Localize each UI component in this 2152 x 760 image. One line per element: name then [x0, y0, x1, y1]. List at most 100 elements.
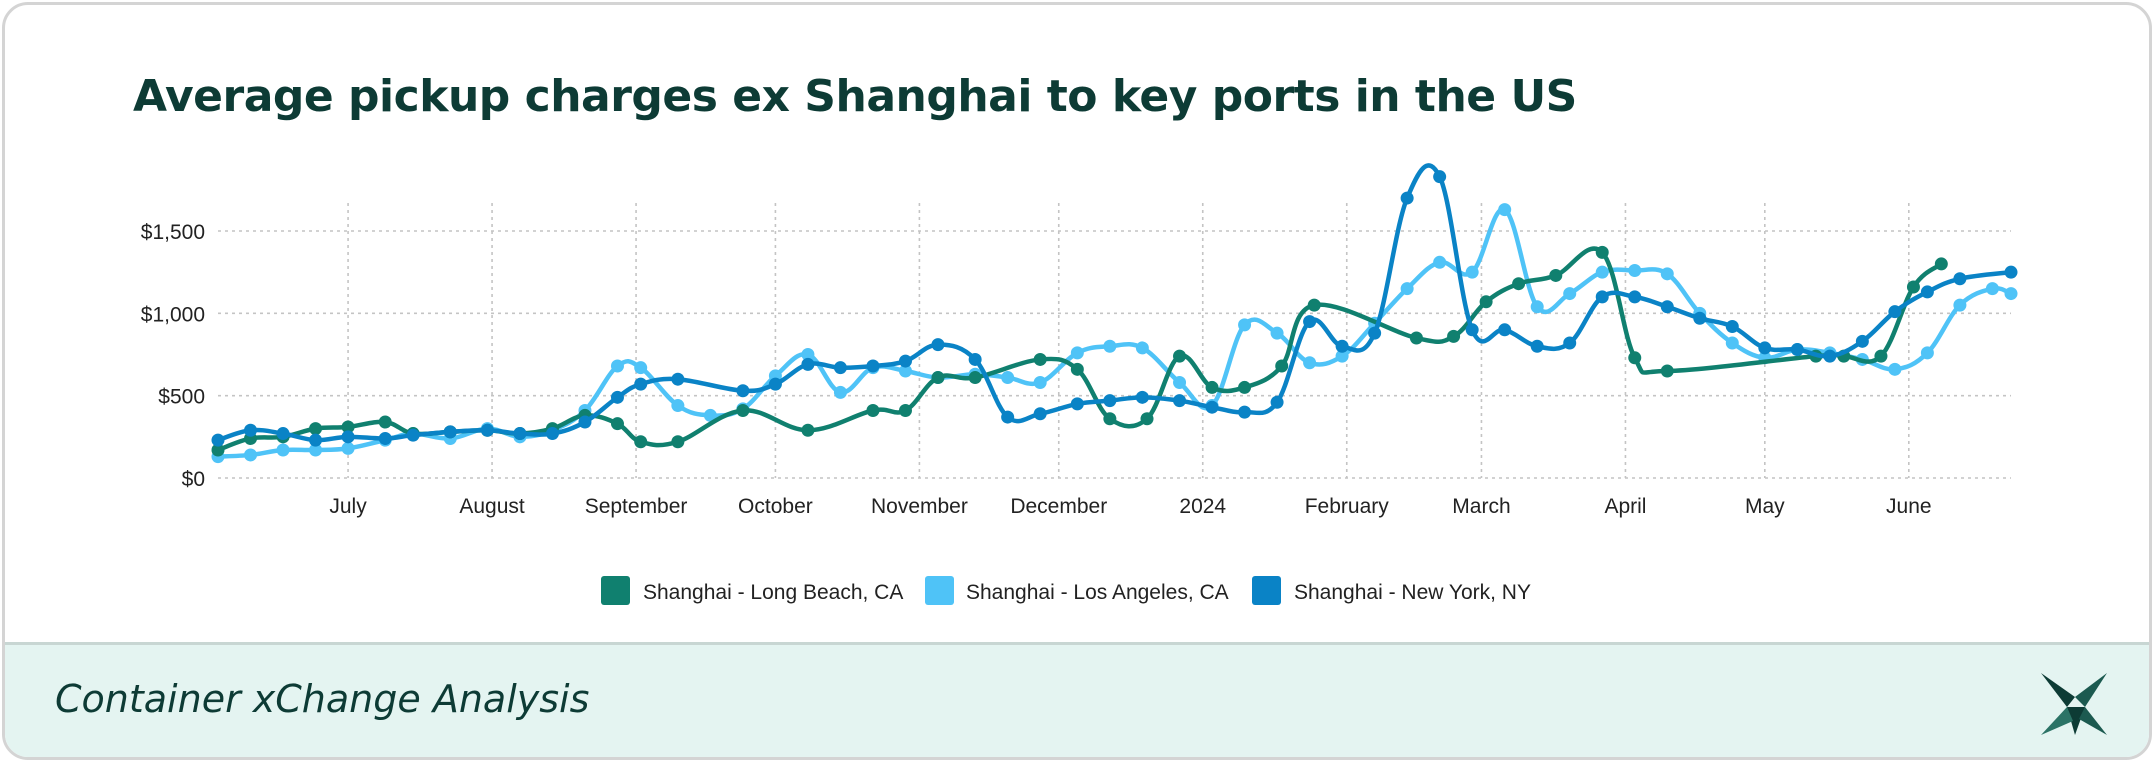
data-point	[736, 384, 750, 398]
data-point	[1595, 245, 1609, 259]
data-point	[1409, 331, 1423, 345]
data-point	[1855, 334, 1869, 348]
data-point	[276, 427, 290, 441]
x-tick-label: April	[1604, 495, 1646, 518]
data-point	[1790, 343, 1804, 357]
data-point	[671, 372, 685, 386]
data-point	[1725, 336, 1739, 350]
y-tick-label: $1,000	[141, 303, 205, 326]
data-point	[1628, 264, 1642, 278]
data-point	[931, 338, 945, 352]
data-point	[1465, 323, 1479, 337]
data-point	[801, 348, 815, 361]
data-point	[1479, 295, 1493, 309]
data-point	[1173, 394, 1187, 408]
data-point	[480, 423, 494, 437]
chart-title: Average pickup charges ex Shanghai to ke…	[133, 71, 1577, 122]
data-point	[1135, 341, 1149, 355]
data-point	[1140, 412, 1154, 426]
data-point	[1498, 203, 1512, 217]
data-point	[341, 441, 355, 455]
data-point	[1920, 346, 1934, 360]
legend-label: Shanghai - Long Beach, CA	[643, 581, 903, 604]
data-point	[1498, 323, 1512, 337]
data-point	[1953, 272, 1967, 286]
data-point	[1238, 380, 1252, 394]
data-point	[2004, 287, 2018, 301]
data-point	[309, 433, 323, 447]
data-point	[1173, 349, 1187, 363]
data-point	[768, 377, 782, 391]
data-point	[801, 423, 815, 437]
footer-caption: Container xChange Analysis	[55, 677, 590, 721]
legend-swatch	[1252, 576, 1281, 605]
line-chart: $0 $500 $1,000 $1,500 July August September Oct…	[141, 163, 2018, 605]
data-point	[968, 352, 982, 366]
data-point	[1103, 339, 1117, 353]
data-point	[1335, 349, 1349, 363]
x-tick-label: August	[459, 495, 525, 518]
x-tick-label: October	[738, 495, 813, 518]
data-point	[309, 443, 323, 457]
data-point	[1103, 412, 1117, 426]
data-point	[1001, 410, 1015, 424]
data-point	[1238, 405, 1252, 419]
x-tick-label: September	[585, 495, 688, 518]
data-point	[513, 427, 527, 441]
data-point	[1275, 359, 1289, 373]
data-point	[1563, 336, 1577, 350]
data-point	[1070, 362, 1084, 376]
data-point	[2004, 265, 2018, 279]
data-point	[378, 415, 392, 429]
data-point	[1465, 265, 1479, 279]
data-point	[1595, 290, 1609, 304]
data-point	[1595, 265, 1609, 279]
data-point	[833, 361, 847, 375]
data-point	[1368, 326, 1382, 340]
x-tick-label: November	[871, 495, 968, 518]
data-point	[1823, 349, 1837, 363]
data-point	[1447, 329, 1461, 343]
data-point	[1238, 318, 1252, 332]
legend-label: Shanghai - New York, NY	[1294, 581, 1531, 604]
data-point	[1693, 311, 1707, 325]
data-point	[276, 443, 290, 457]
data-point	[898, 354, 912, 368]
legend-label: Shanghai - Los Angeles, CA	[966, 581, 1229, 604]
data-point	[1512, 277, 1526, 291]
data-point	[1660, 364, 1674, 378]
data-point	[1303, 315, 1317, 329]
x-tick-label: July	[329, 495, 367, 518]
y-tick-label: $500	[158, 386, 205, 409]
data-point	[634, 377, 648, 391]
data-point	[1205, 380, 1219, 394]
data-point	[931, 371, 945, 385]
data-point	[801, 357, 815, 371]
data-point	[1001, 371, 1015, 385]
data-point	[1953, 298, 1967, 312]
data-point	[1985, 282, 1999, 296]
data-point	[1530, 300, 1544, 314]
data-point	[1888, 362, 1902, 376]
x-tick-label: June	[1886, 495, 1932, 518]
data-point	[1725, 320, 1739, 334]
data-point	[1307, 298, 1321, 312]
data-point	[309, 422, 323, 436]
data-point	[1530, 339, 1544, 353]
data-point	[1934, 257, 1948, 271]
y-tick-label: $0	[182, 468, 205, 491]
data-point	[968, 371, 982, 385]
data-point	[244, 423, 258, 437]
data-point	[610, 390, 624, 404]
data-point	[1033, 352, 1047, 366]
data-point	[406, 428, 420, 442]
data-point	[634, 435, 648, 449]
data-point	[341, 430, 355, 444]
data-point	[1303, 356, 1317, 370]
data-point	[1920, 285, 1934, 299]
data-point	[1906, 280, 1920, 294]
xchange-star-logo-icon	[2041, 673, 2107, 735]
data-point	[1433, 170, 1447, 184]
data-point	[610, 359, 624, 373]
